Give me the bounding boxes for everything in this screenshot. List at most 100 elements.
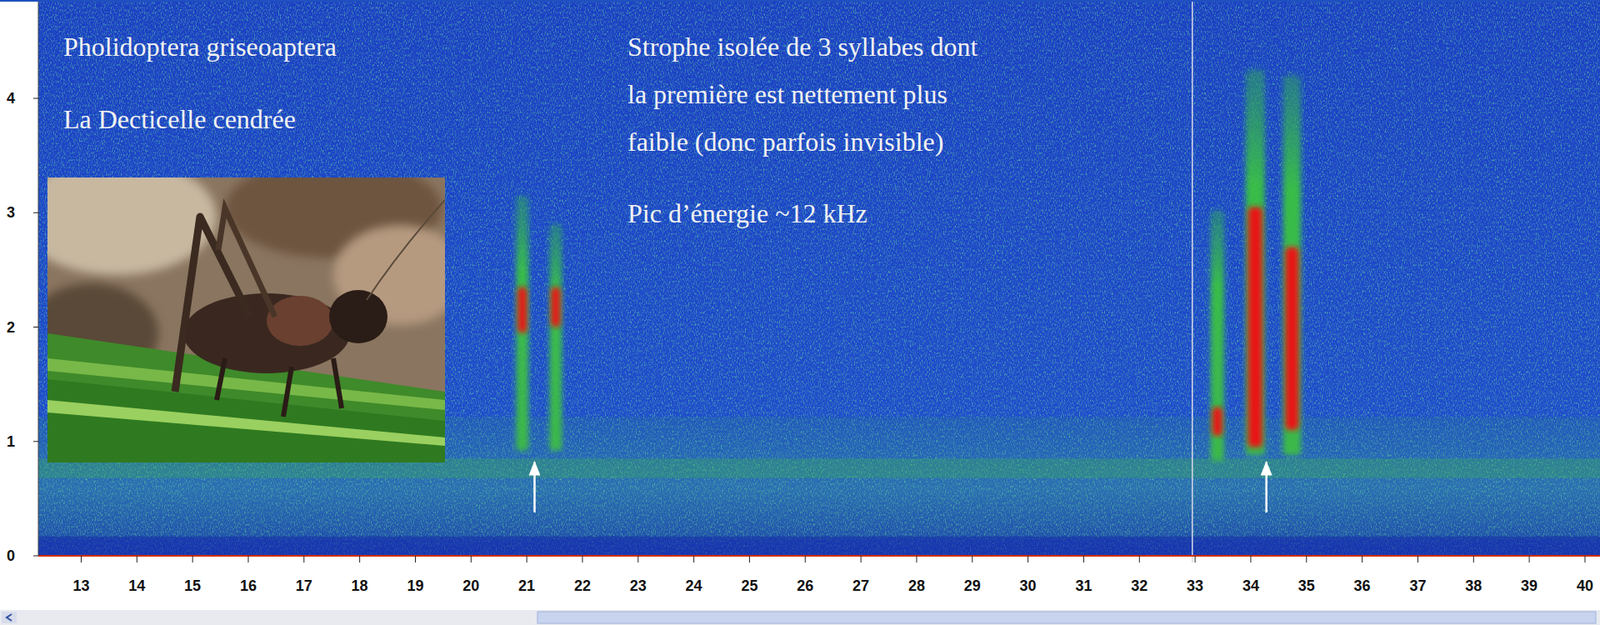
- scrollbar-thumb[interactable]: [537, 611, 1596, 624]
- x-tick: [1139, 555, 1140, 563]
- syllable-energy: [515, 195, 529, 451]
- y-tick: [33, 212, 39, 214]
- x-tick-label: 37: [1409, 577, 1426, 595]
- y-tick: [33, 98, 39, 100]
- arrow: [528, 460, 540, 513]
- x-tick-label: 35: [1298, 577, 1315, 595]
- x-tick: [303, 555, 305, 563]
- x-tick-label: 24: [685, 577, 703, 595]
- y-tick: [33, 440, 39, 442]
- x-tick-label: 31: [1075, 577, 1092, 595]
- x-tick: [1195, 555, 1196, 563]
- x-tick: [860, 555, 862, 563]
- x-tick: [805, 555, 806, 563]
- y-tick-label: 0: [6, 547, 15, 565]
- x-tick: [693, 555, 695, 563]
- annotation-line: faible (donc parfois invisible): [627, 126, 944, 157]
- x-tick: [1027, 555, 1029, 563]
- x-tick-label: 32: [1130, 577, 1148, 595]
- y-tick-label: 3: [6, 204, 15, 221]
- x-tick: [136, 555, 138, 563]
- x-tick-label: 15: [184, 577, 201, 595]
- syllable: [550, 224, 563, 451]
- x-tick-label: 28: [908, 577, 925, 595]
- scroll-left-icon: [6, 614, 12, 621]
- x-tick-label: 16: [240, 577, 257, 595]
- syllable-peak: [1212, 407, 1223, 436]
- annotation-line: la première est nettement plus: [627, 79, 948, 110]
- top-border: [0, 0, 1600, 2]
- x-tick-label: 19: [406, 577, 424, 595]
- x-tick: [1361, 555, 1363, 563]
- syllable-peak: [550, 286, 560, 327]
- x-tick: [1417, 555, 1419, 563]
- x-tick-label: 22: [574, 577, 591, 595]
- x-tick-label: 27: [852, 577, 870, 595]
- x-tick-label: 26: [796, 577, 814, 595]
- annotation-line: Strophe isolée de 3 syllabes dont: [627, 31, 978, 62]
- x-tick-label: 39: [1520, 577, 1538, 595]
- scroll-left-button[interactable]: [1, 611, 17, 624]
- window-ground: [0, 0, 1600, 625]
- x-tick: [581, 555, 583, 563]
- annotation-peak: Pic d’énergie ~12 kHz: [627, 198, 868, 229]
- x-tick: [80, 555, 82, 563]
- bottom-band: [38, 536, 1600, 556]
- syllable-peak: [1248, 206, 1263, 447]
- x-tick-label: 17: [295, 577, 313, 595]
- arrow-head: [1260, 460, 1273, 475]
- x-tick: [247, 555, 249, 563]
- title: Pholidoptera griseoaptera: [63, 31, 337, 62]
- x-tick: [971, 555, 973, 563]
- x-tick: [415, 555, 416, 563]
- syllable-energy: [1210, 210, 1225, 462]
- plot-background: [38, 0, 1600, 556]
- x-tick: [1305, 555, 1307, 563]
- syllable: [1283, 75, 1301, 456]
- y-tick: [33, 555, 39, 557]
- photo: [47, 177, 445, 463]
- subtitle: La Decticelle cendrée: [63, 104, 296, 135]
- y-axis-line: [38, 0, 40, 556]
- x-tick-label: 23: [630, 577, 647, 595]
- x-tick-label: 33: [1186, 577, 1204, 595]
- x-tick: [749, 555, 750, 563]
- syllable-energy: [550, 224, 563, 451]
- syllable: [515, 195, 529, 451]
- x-tick-label: 20: [462, 577, 480, 595]
- x-tick-label: 36: [1354, 577, 1371, 595]
- x-axis-line: [38, 555, 1600, 557]
- y-tick-label: 4: [6, 90, 15, 107]
- plot-area: [38, 0, 1600, 556]
- syllable-peak: [1285, 246, 1299, 430]
- x-tick-label: 38: [1465, 577, 1482, 595]
- x-tick: [192, 555, 194, 563]
- x-tick-label: 18: [351, 577, 369, 595]
- x-tick-label: 25: [740, 577, 758, 595]
- x-tick-label: 30: [1020, 577, 1037, 595]
- syllable: [1245, 70, 1265, 456]
- x-tick: [470, 555, 472, 563]
- scrollbar-track: [0, 610, 1600, 625]
- syllable-energy: [1283, 75, 1301, 456]
- x-tick: [1250, 555, 1251, 563]
- arrow: [1260, 460, 1273, 513]
- x-tick: [526, 555, 528, 563]
- y-tick-label: 1: [6, 433, 15, 450]
- cursor-line: [1191, 0, 1194, 563]
- x-tick: [1473, 555, 1475, 563]
- x-tick: [637, 555, 639, 563]
- syllable-peak: [517, 286, 527, 333]
- x-tick: [1584, 555, 1585, 563]
- x-tick-label: 34: [1242, 577, 1260, 595]
- x-tick-label: 21: [518, 577, 535, 595]
- x-tick-label: 29: [964, 577, 981, 595]
- y-tick-label: 2: [6, 319, 15, 336]
- x-tick: [1529, 555, 1530, 563]
- background-noise: [38, 0, 1600, 556]
- x-tick-label: 13: [72, 577, 90, 595]
- spectrogram-view: Pholidoptera griseoaptera La Decticelle c…: [0, 0, 1600, 625]
- syllable-energy: [1245, 70, 1265, 456]
- syllable: [1210, 210, 1225, 462]
- x-tick-label: 40: [1576, 577, 1594, 595]
